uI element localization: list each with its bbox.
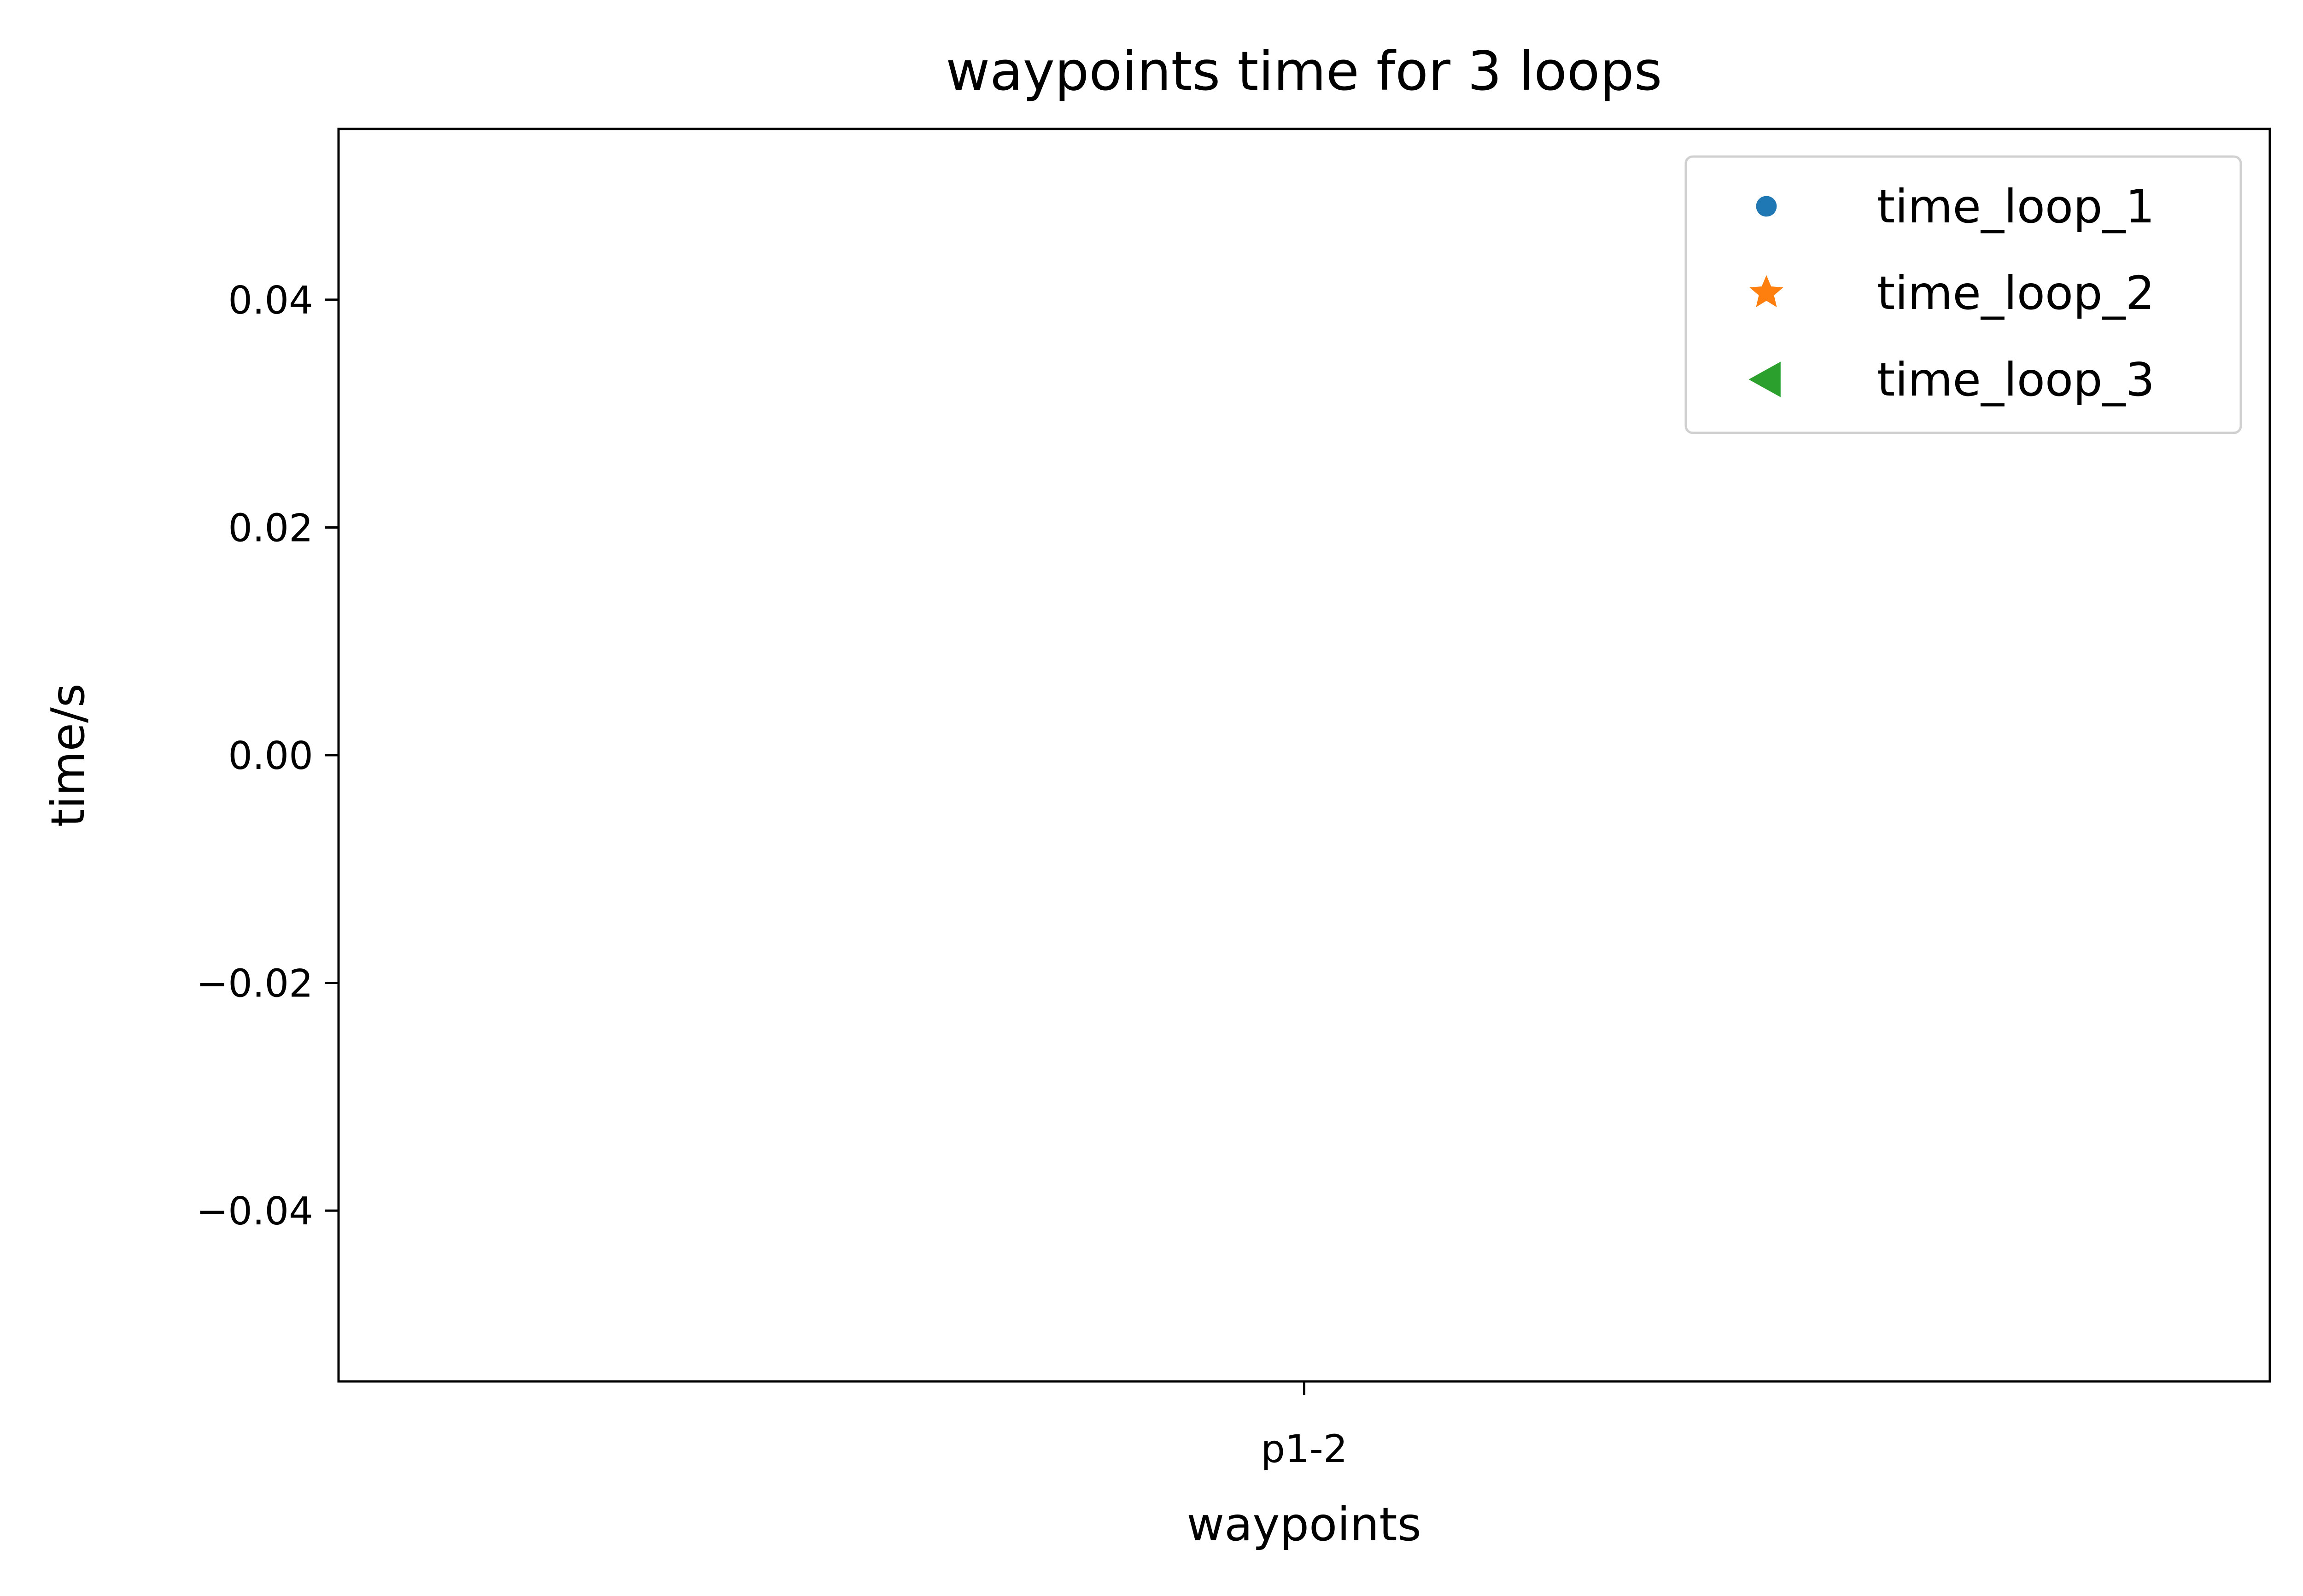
legend-label: time_loop_1 [1877, 180, 2155, 233]
legend-marker [1749, 275, 1783, 308]
y-tick-label: −0.04 [196, 1189, 313, 1234]
x-tick-label: p1-2 [1261, 1427, 1347, 1471]
x-axis: p1-2 [1261, 1381, 1348, 1471]
y-tick-label: 0.04 [228, 278, 313, 323]
legend-label: time_loop_3 [1877, 353, 2155, 407]
legend-box [1684, 155, 2242, 434]
legend-marker [1748, 361, 1781, 397]
y-tick-label: −0.02 [196, 961, 313, 1006]
legend-label: time_loop_2 [1877, 266, 2155, 320]
legend-marker [1756, 196, 1777, 217]
y-tick-label: 0.02 [228, 506, 313, 550]
y-tick-label: 0.00 [228, 734, 313, 778]
y-axis-title: time/s [41, 683, 95, 827]
x-axis-title: waypoints [1187, 1497, 1421, 1551]
legend-entries: time_loop_1 time_loop_2 time_loop_3 [1748, 180, 2155, 407]
chart-title: waypoints time for 3 loops [946, 40, 1662, 103]
legend: time_loop_1 time_loop_2 time_loop_3 [1684, 155, 2242, 434]
y-axis: 0.04 0.02 0.00 −0.02 −0.04 [196, 278, 339, 1234]
